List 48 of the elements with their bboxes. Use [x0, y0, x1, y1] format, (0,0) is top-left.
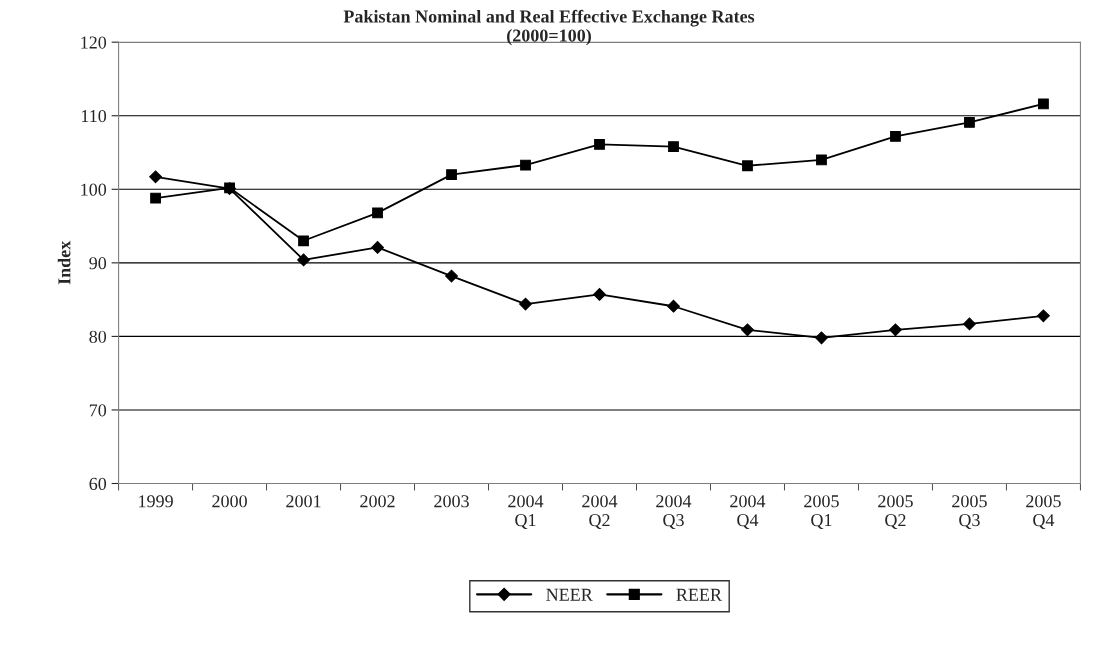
x-tick-label: 2000 — [212, 495, 247, 508]
y-tick-label: 100 — [81, 183, 107, 196]
y-tick-label: 80 — [89, 330, 107, 343]
y-tick-label: 110 — [81, 110, 107, 123]
point — [815, 331, 828, 345]
point — [1038, 98, 1049, 110]
point — [298, 235, 309, 247]
point — [446, 169, 457, 180]
point — [964, 116, 975, 128]
y-axis-title: Index — [57, 240, 71, 285]
point — [297, 253, 310, 267]
point — [668, 141, 679, 153]
point — [520, 159, 531, 171]
x-tick-label: 2003 — [434, 495, 469, 508]
point — [816, 154, 827, 166]
x-tick-label: 2004 Q4 — [730, 495, 766, 529]
y-tick-label: 90 — [89, 257, 107, 270]
point — [519, 297, 532, 311]
x-tick-label: 1999 — [139, 495, 173, 508]
point — [667, 299, 680, 313]
x-tick-label: 2005 Q1 — [804, 495, 839, 529]
point — [371, 240, 384, 254]
y-tick-label: 70 — [89, 404, 107, 417]
x-tick-label: 2001 — [286, 495, 321, 508]
point — [1037, 309, 1050, 323]
y-tick-label: 120 — [81, 36, 107, 49]
x-tick-label: 2002 — [360, 495, 395, 508]
x-tick-label: 2005 Q4 — [1026, 495, 1061, 529]
y-tick-label: 60 — [89, 477, 107, 490]
legend-label: REER — [676, 588, 722, 601]
x-tick-label: 2005 Q3 — [952, 495, 987, 529]
point — [150, 192, 161, 204]
point — [742, 160, 753, 172]
point — [372, 207, 383, 219]
x-tick-label: 2004 Q1 — [508, 495, 544, 529]
point — [890, 130, 901, 142]
point — [594, 139, 605, 150]
point — [149, 170, 162, 184]
point — [741, 323, 754, 337]
point — [963, 317, 976, 331]
point — [889, 323, 902, 337]
legend-label: NEER — [546, 588, 593, 601]
point — [445, 269, 458, 283]
chart-title: Pakistan Nominal and Real Effective Exchange Rates (2000=100) — [343, 9, 755, 46]
x-tick-label: 2004 Q2 — [582, 495, 618, 529]
point — [593, 288, 606, 301]
x-tick-label: 2004 Q3 — [656, 495, 692, 529]
x-tick-label: 2005 Q2 — [878, 495, 913, 529]
